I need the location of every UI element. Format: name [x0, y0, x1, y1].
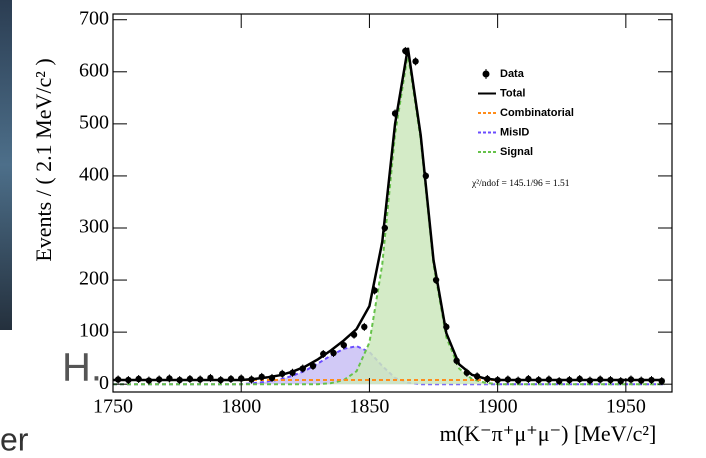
data-point [309, 362, 317, 370]
data-point [258, 373, 265, 381]
data-point [279, 370, 286, 377]
y-tick-label: 0 [99, 372, 109, 394]
data-point [443, 323, 450, 331]
x-tick-label: 1900 [478, 396, 518, 418]
plot-frame [112, 13, 673, 393]
data-point [535, 376, 542, 384]
background-text: er [0, 421, 29, 457]
data-point [638, 377, 645, 384]
data-point [155, 376, 163, 383]
data-point [371, 287, 378, 294]
data-point [217, 376, 224, 384]
data-point [391, 110, 399, 117]
data-point [330, 349, 337, 357]
data-point [186, 375, 194, 383]
data-point [566, 376, 573, 384]
legend-label: Data [500, 68, 525, 80]
data-point [432, 276, 440, 284]
data-point [145, 377, 153, 384]
data-point [196, 376, 204, 383]
data-point [166, 375, 173, 382]
plot: 1750 1800 1850 1900 1950 0 100 200 300 400 500 600 7… [79, 7, 673, 418]
data-point [504, 376, 512, 383]
data-point [648, 376, 655, 384]
data-point [176, 376, 183, 384]
data-point [627, 376, 635, 383]
y-tick-label: 200 [79, 268, 109, 290]
data-point [617, 377, 624, 385]
data-point [227, 375, 235, 383]
y-tick-label: 700 [79, 7, 109, 29]
legend-label: Combinatorial [500, 107, 574, 119]
data-point [453, 357, 460, 364]
data-point [289, 369, 296, 376]
y-tick-label: 100 [79, 320, 109, 342]
data-point [412, 58, 419, 65]
x-axis-label: m(K⁻π⁺μ⁺μ⁻) [MeV/c²] [440, 421, 657, 446]
data-point [381, 224, 389, 232]
data-point [402, 47, 409, 55]
curve [113, 53, 665, 386]
data-point [135, 375, 142, 383]
area-fill [113, 53, 665, 385]
data-point [361, 323, 368, 331]
data-point [350, 331, 358, 338]
data-point [248, 376, 255, 383]
y-tick-label: 300 [79, 216, 109, 238]
y-axis-label: Events / ( 2.1 MeV/c² ) [31, 58, 56, 261]
data-point [114, 376, 122, 383]
data-point [514, 377, 522, 384]
data-point [658, 377, 665, 385]
data-point [576, 375, 583, 383]
x-tick-label: 1950 [606, 396, 646, 418]
data-point [268, 374, 276, 382]
data-point [525, 375, 532, 383]
photo-strip [0, 0, 12, 330]
data-point [207, 374, 214, 382]
data-point [586, 377, 594, 384]
data-point [555, 377, 563, 385]
x-tick-label: 1850 [349, 396, 389, 418]
data-point [484, 375, 491, 383]
legend-label: Signal [500, 146, 533, 158]
data-point [463, 369, 471, 376]
legend-label: MisID [500, 126, 529, 138]
data-point [340, 341, 347, 349]
data-point [422, 172, 430, 180]
data-point [299, 365, 306, 372]
data-point [473, 373, 481, 380]
x-tick-label: 1750 [93, 396, 133, 418]
data-point [607, 376, 614, 384]
background-text: H. [62, 346, 102, 390]
data-point [125, 376, 132, 384]
data-point [320, 350, 327, 358]
legend-label: Total [500, 87, 525, 99]
data-point [597, 376, 604, 383]
y-tick-label: 600 [79, 59, 109, 81]
y-tick-label: 500 [79, 111, 109, 133]
x-tick-label: 1800 [221, 396, 261, 418]
data-point [545, 376, 553, 383]
annotation: χ²/ndof = 145.1/96 = 1.51 [471, 178, 570, 189]
y-tick-label: 400 [79, 164, 109, 186]
